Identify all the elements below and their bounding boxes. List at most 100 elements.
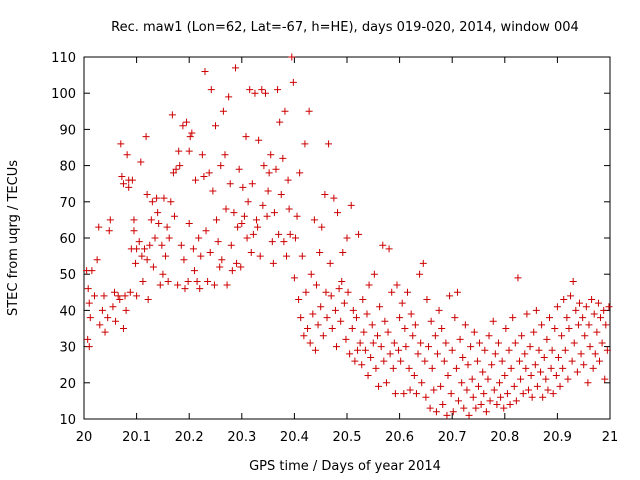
data-point [338,277,346,285]
data-point [554,353,562,361]
data-point [468,375,476,383]
data-point [397,357,405,365]
data-point [210,281,218,289]
data-point [234,223,242,231]
data-point [293,212,301,220]
data-point [249,230,257,238]
data-point [552,372,560,380]
data-point [347,201,355,209]
data-point [143,191,151,199]
x-tick-label: 20.3 [227,430,256,445]
data-point [410,372,418,380]
data-point [589,364,597,372]
data-point [168,111,176,119]
data-point [472,404,480,412]
data-point [484,375,492,383]
data-point [289,78,297,86]
data-point [486,397,494,405]
y-tick-label: 30 [59,341,76,356]
data-point [230,209,238,217]
data-point [105,227,113,235]
data-point [179,122,187,130]
data-point [368,321,376,329]
data-point [352,314,360,322]
data-point [363,310,371,318]
x-tick-label: 20.9 [543,430,572,445]
data-point [226,180,234,188]
data-point [473,357,481,365]
data-point [195,234,203,242]
data-point [451,314,459,322]
data-point [380,357,388,365]
data-point [133,245,141,253]
data-point [88,267,96,275]
data-point [417,339,425,347]
data-point [490,386,498,394]
data-point [579,314,587,322]
x-tick-label: 20 [76,430,93,445]
y-tick-label: 50 [59,268,76,283]
data-point [259,201,267,209]
data-point [455,397,463,405]
data-point [167,198,175,206]
data-point [459,353,467,361]
data-point [547,364,555,372]
data-point [137,158,145,166]
data-point [235,165,243,173]
data-point [219,107,227,115]
data-point [270,209,278,217]
data-point [91,292,99,300]
data-point [509,314,517,322]
data-point [433,350,441,358]
data-point [300,332,308,340]
data-point [239,183,247,191]
data-point [574,321,582,329]
data-point [231,64,239,72]
data-point [121,292,129,300]
data-point [544,386,552,394]
data-point [125,183,133,191]
data-point [227,241,235,249]
x-tick-label: 20.1 [122,430,151,445]
data-point [570,339,578,347]
data-point [198,151,206,159]
data-point [588,296,596,304]
data-point [170,212,178,220]
data-point [354,346,362,354]
data-point [558,332,566,340]
data-point [479,368,487,376]
data-point [340,299,348,307]
data-point [301,140,309,148]
data-point [561,346,569,354]
data-point [192,176,200,184]
data-point [542,375,550,383]
data-point [223,281,231,289]
data-point [316,248,324,256]
data-point [406,386,414,394]
data-point [122,306,130,314]
data-point [556,382,564,390]
data-point [311,346,319,354]
data-point [388,288,396,296]
data-point [318,223,326,231]
data-point [500,404,508,412]
data-point [169,169,177,177]
data-point [440,357,448,365]
data-point [516,357,524,365]
data-point [202,227,210,235]
data-point [360,328,368,336]
data-point [482,408,490,416]
data-point [497,393,505,401]
data-point [398,299,406,307]
data-point [409,332,417,340]
data-point [284,176,292,184]
data-point [130,216,138,224]
data-point [532,306,540,314]
data-point [528,393,536,401]
data-point [537,368,545,376]
data-point [464,361,472,369]
data-point [322,288,330,296]
data-point [456,335,464,343]
data-point [560,296,568,304]
data-point [569,277,577,285]
